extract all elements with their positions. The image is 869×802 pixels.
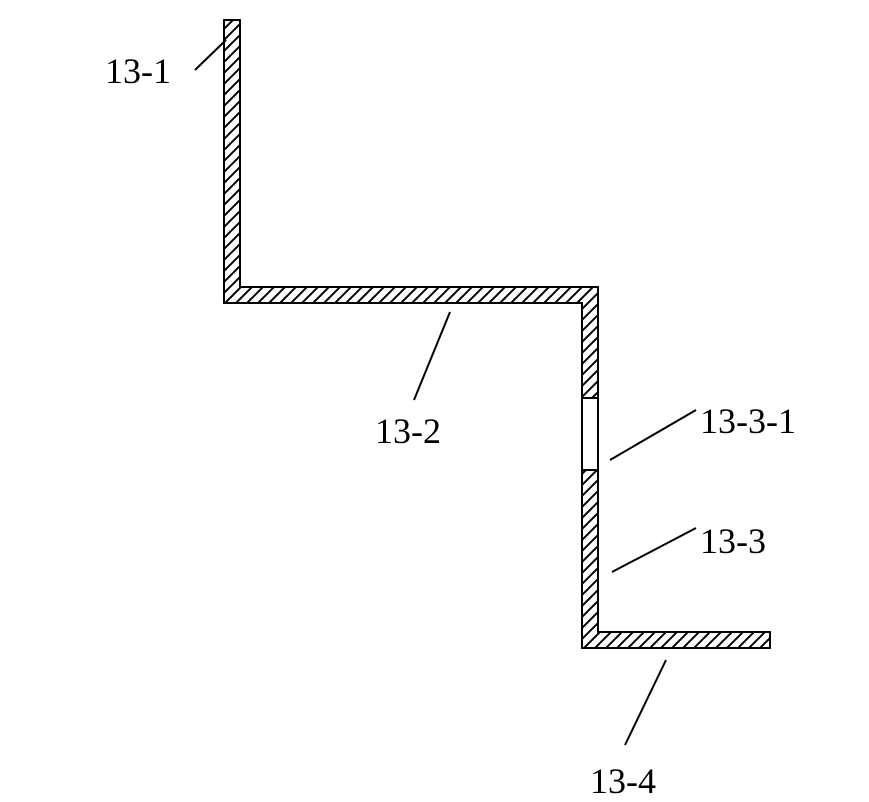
label-13-2: 13-2 (375, 410, 441, 452)
leader-line (612, 528, 696, 572)
label-13-3-1: 13-3-1 (700, 400, 796, 442)
label-13-3: 13-3 (700, 520, 766, 562)
leader-line (414, 312, 450, 400)
label-13-1: 13-1 (105, 50, 171, 92)
window-13-3-1 (583, 398, 597, 470)
diagram-canvas (0, 0, 869, 788)
label-13-4: 13-4 (590, 760, 656, 802)
leader-line (195, 40, 226, 70)
leader-line (625, 660, 666, 745)
leader-line (610, 410, 696, 460)
profile-band (224, 20, 770, 648)
